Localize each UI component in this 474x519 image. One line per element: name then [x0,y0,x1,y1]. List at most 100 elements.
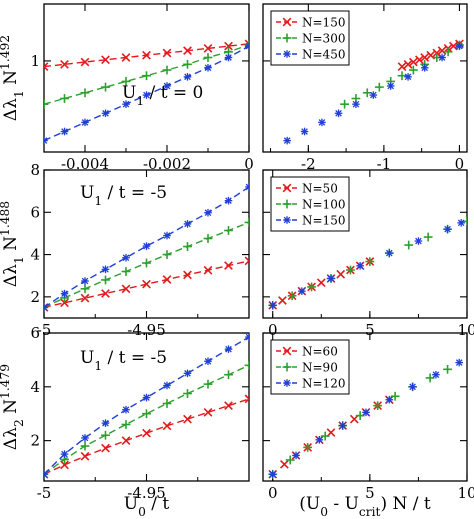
series-layer [44,333,249,479]
data-point [224,261,233,270]
data-point [224,226,233,235]
data-point [101,265,110,274]
data-point [385,395,394,404]
data-point [349,414,359,424]
data-point [80,293,90,303]
plot-frame [262,3,468,153]
legend-marker [282,199,292,209]
legend-label: N=150 [302,214,345,228]
x-tick-label: 0 [244,155,254,173]
panel-annotation: U1 / t = 0 [122,83,203,108]
data-point [224,196,233,205]
data-point [224,401,233,411]
x-axis-label: U0 / t [124,494,170,519]
data-point [142,242,151,250]
data-point [183,270,192,280]
y-tick-label: 8 [30,161,40,179]
data-point [163,381,171,390]
data-point [163,231,171,240]
legend: N=50 N=100 N=150 [270,176,350,232]
x-tick-label: 0 [268,484,278,502]
series-line [44,336,249,475]
data-point [443,47,453,57]
data-point [244,360,249,370]
data-point [60,59,69,69]
x-tick-label: -4.95 [127,484,165,502]
data-point [303,442,313,452]
data-point [438,53,446,62]
data-point [101,289,110,298]
series-layer [268,358,464,479]
y-tick-label: 4 [30,378,40,396]
x-tick-label: -0.002 [143,155,191,173]
data-point [204,208,212,217]
data-point [162,275,172,284]
x-tick-label: -2 [301,155,316,173]
data-point [122,100,130,108]
data-point [224,345,233,353]
data-point [365,257,375,266]
data-point [373,401,383,411]
legend-label: N=50 [302,182,338,196]
data-point [315,436,324,444]
data-point [280,459,289,469]
data-point [162,65,172,75]
data-point [386,82,395,90]
data-point [352,100,360,108]
data-point [374,82,384,92]
x-tick-label: 5 [365,321,375,339]
data-point [268,470,277,479]
data-point [81,118,89,127]
data-point [316,278,326,288]
data-point [80,88,90,98]
series-line [44,44,249,105]
y-tick-label: 1 [30,52,40,70]
data-point [390,391,400,401]
data-point [404,240,414,250]
data-point [142,279,151,289]
panel-bottom-right: 0 5 10 N=60 N=90 N=120 (U0 - Ucrit) N / t [262,332,474,519]
data-point [285,455,295,465]
data-point [80,451,90,461]
data-point [101,109,110,118]
data-point [122,253,130,262]
data-point [408,383,417,391]
x-tick-label: -4.95 [127,321,165,339]
data-point [326,428,336,437]
data-point [142,428,151,438]
data-point [369,91,378,99]
data-point [101,275,110,285]
data-point [101,419,110,427]
data-point [183,389,192,398]
data-point [121,436,131,446]
data-point [287,291,297,301]
data-point [81,434,89,442]
data-point [60,450,69,458]
x-tick-label: 0 [455,155,465,173]
legend-marker [283,50,291,58]
data-point [356,261,364,270]
data-point [443,364,452,374]
data-point [462,216,467,226]
x-tick-label: -5 [37,484,52,502]
panel-annotation: U1 / t = -5 [80,348,167,373]
data-point [203,53,213,62]
data-point [268,301,277,310]
x-tick-label: 10 [457,484,474,502]
series-layer [268,216,467,310]
legend-label: N=100 [302,198,345,212]
data-point [101,430,110,440]
data-point [142,258,151,268]
panel-bottom-left: -5 -4.95 2 4 6 U1 / t = -5 Δλ2 N1.479 U0 / t [0,324,250,519]
data-point [245,333,249,341]
legend-label: N=450 [302,48,345,62]
data-point [244,394,249,404]
series-layer [44,39,249,145]
y-tick-label: 2 [30,432,40,450]
data-point [385,249,394,257]
data-point [408,65,418,75]
data-point [404,73,412,81]
data-point [183,220,192,228]
data-point [437,46,447,56]
data-point [224,41,233,51]
